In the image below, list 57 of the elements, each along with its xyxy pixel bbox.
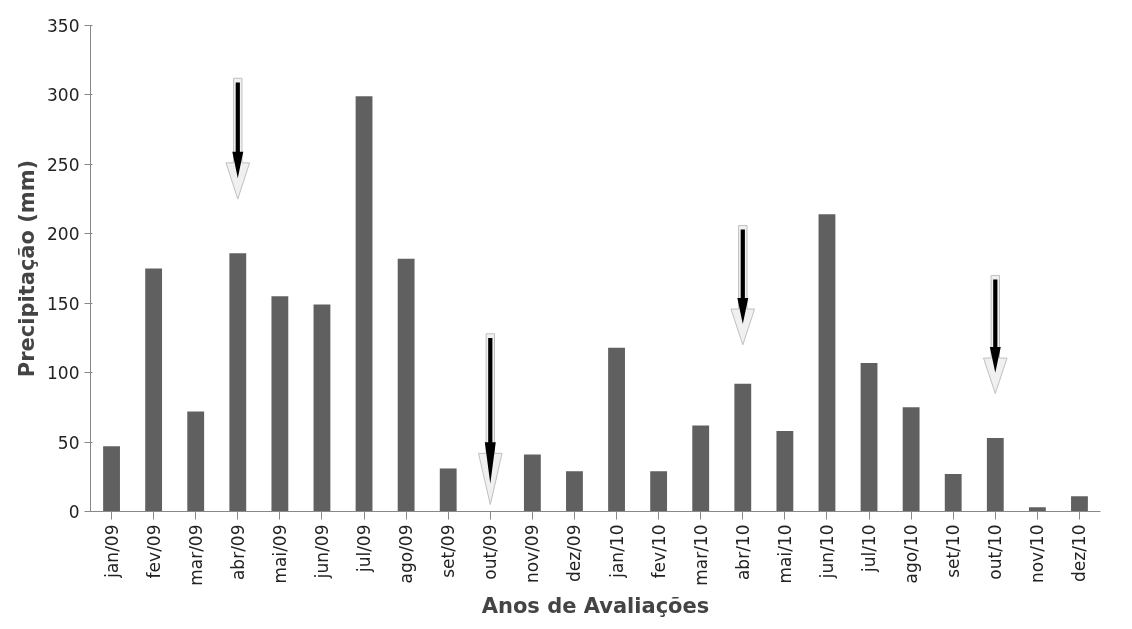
x-tick-label: abr/10 xyxy=(732,524,753,581)
bar xyxy=(1028,507,1046,512)
bar xyxy=(776,430,794,512)
y-tick-label: 50 xyxy=(57,432,80,453)
bar xyxy=(271,296,289,512)
x-axis-title: Anos de Avaliações xyxy=(481,593,710,618)
x-tick-label: ago/10 xyxy=(901,524,922,584)
x-tick-label: jun/10 xyxy=(816,524,837,580)
bar xyxy=(523,454,541,512)
bar xyxy=(229,253,247,512)
x-tick-label: out/10 xyxy=(985,524,1006,580)
bar xyxy=(944,474,962,512)
bar xyxy=(1071,496,1088,512)
bar xyxy=(566,471,583,512)
bar xyxy=(355,96,373,512)
x-tick-label: fev/09 xyxy=(143,524,164,579)
y-tick-label: 100 xyxy=(47,363,80,384)
x-tick-label: ago/09 xyxy=(396,524,417,584)
y-tick-label: 0 xyxy=(68,502,80,522)
y-tick-label: 350 xyxy=(47,16,80,36)
x-tick-label: jul/10 xyxy=(859,524,880,574)
x-tick-label: set/10 xyxy=(943,524,964,578)
x-tick-label: abr/09 xyxy=(227,524,248,581)
bar xyxy=(313,304,331,512)
x-tick-label: dez/09 xyxy=(564,524,585,583)
bar xyxy=(608,347,625,512)
x-tick-label: jan/10 xyxy=(606,524,627,579)
x-tick-label: dez/10 xyxy=(1069,524,1090,583)
bar xyxy=(692,425,710,512)
y-axis-title: Precipitação (mm) xyxy=(15,159,40,378)
bar xyxy=(439,468,457,512)
x-tick-label: out/09 xyxy=(480,524,501,580)
bar xyxy=(650,471,668,512)
bar xyxy=(734,383,752,512)
x-tick-label: set/09 xyxy=(438,524,459,578)
y-tick-label: 250 xyxy=(47,154,80,175)
x-tick-label: nov/09 xyxy=(522,524,543,584)
x-tick-label: mai/10 xyxy=(774,524,795,584)
bar xyxy=(818,214,836,512)
x-tick-label: jan/09 xyxy=(101,524,122,579)
bar xyxy=(103,446,120,512)
x-tick-label: mar/10 xyxy=(690,524,711,586)
bar xyxy=(145,268,163,512)
x-tick-label: nov/10 xyxy=(1027,524,1048,584)
y-tick-label: 300 xyxy=(47,85,80,106)
bar xyxy=(397,258,415,512)
x-tick-label: fev/10 xyxy=(648,524,669,579)
x-tick-label: jun/09 xyxy=(311,524,332,580)
bar xyxy=(187,411,205,512)
x-tick-label: mai/09 xyxy=(269,524,290,584)
x-tick-label: mar/09 xyxy=(185,524,206,586)
y-tick-label: 150 xyxy=(47,293,80,314)
bar xyxy=(860,362,878,512)
bar xyxy=(986,437,1004,512)
x-tick-label: jul/09 xyxy=(354,524,375,574)
y-tick-label: 200 xyxy=(47,224,80,245)
bar xyxy=(902,407,920,512)
